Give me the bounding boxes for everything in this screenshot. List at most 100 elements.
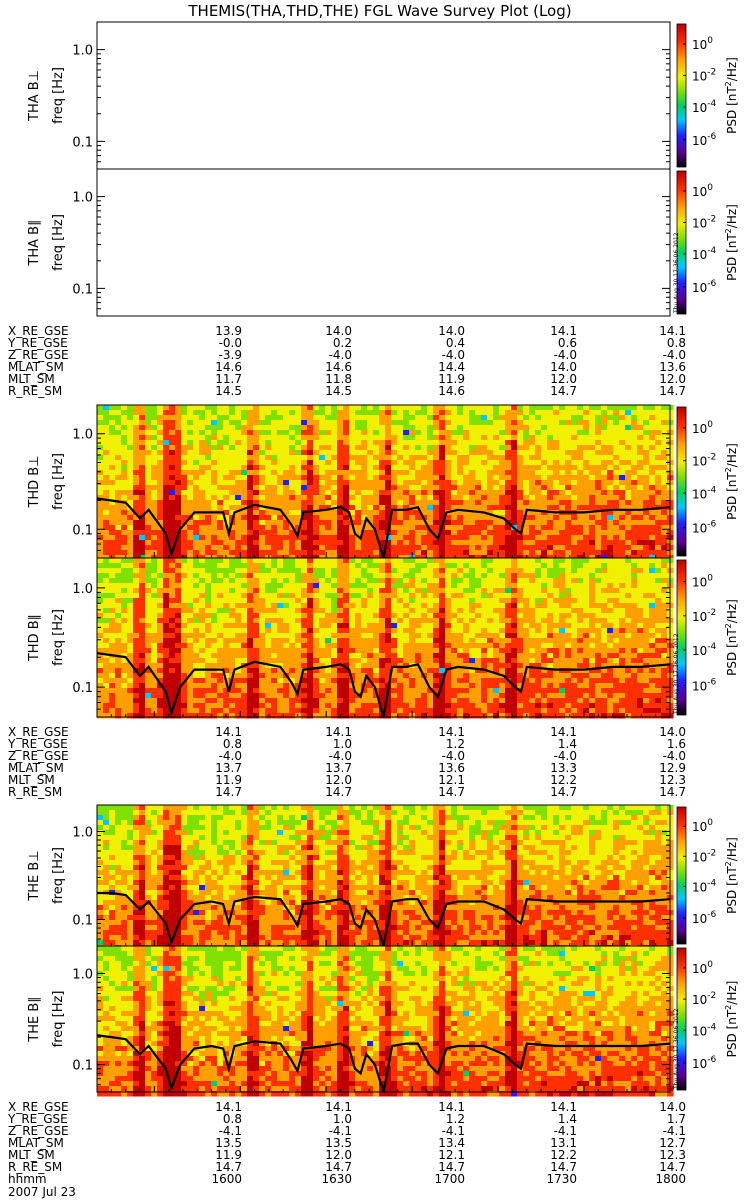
spectrogram-cell — [175, 415, 182, 421]
spectrogram-cell — [301, 460, 308, 466]
spectrogram-cell — [577, 535, 584, 541]
spectrogram-cell — [301, 668, 308, 674]
spectrogram-cell — [247, 410, 254, 416]
spectrogram-cell — [493, 435, 500, 441]
spectrogram-cell — [427, 633, 434, 639]
spectrogram-cell — [265, 593, 272, 599]
spectrogram-cell — [247, 405, 254, 411]
spectrogram-cell — [385, 420, 392, 426]
spectrogram-cell — [157, 618, 164, 624]
spectrogram-cell — [223, 495, 230, 501]
spectrogram-cell — [223, 405, 230, 411]
y-tick-label: 1.0 — [72, 191, 93, 206]
spectrogram-cell — [433, 415, 440, 421]
spectrogram-cell — [427, 525, 434, 531]
spectrogram-cell — [631, 485, 638, 491]
spectrogram-cell — [193, 713, 200, 719]
spectrogram-cell — [211, 593, 218, 599]
spectrogram-cell — [109, 470, 116, 476]
spectrogram-cell — [301, 623, 308, 629]
spectrogram-cell — [355, 593, 362, 599]
spectrogram-cell — [97, 520, 104, 526]
spectrogram-cell — [121, 653, 128, 659]
spectrogram-cell — [169, 578, 176, 584]
spectrogram-cell — [427, 623, 434, 629]
spectrogram-cell — [517, 405, 524, 411]
spectrogram-cell — [313, 693, 320, 699]
spectrogram-cell — [589, 435, 596, 441]
spectrogram-cell — [109, 490, 116, 496]
spectrogram-cell — [583, 540, 590, 546]
spectrogram-cell — [127, 673, 134, 679]
spectrogram-cell — [391, 475, 398, 481]
spectrogram-cell — [583, 450, 590, 456]
spectrogram-cell — [151, 593, 158, 599]
spectrogram-cell — [247, 608, 254, 614]
spectrogram-cell — [373, 415, 380, 421]
spectrogram-cell — [661, 480, 668, 486]
spectrogram-cell — [331, 653, 338, 659]
spectrogram-cell — [127, 445, 134, 451]
spectrogram-cell — [181, 545, 188, 551]
spectrogram-cell — [127, 510, 134, 516]
spectrogram-cell — [361, 505, 368, 511]
spectrogram-cell — [301, 588, 308, 594]
spectrogram-cell — [109, 435, 116, 441]
spectrogram-cell — [97, 490, 104, 496]
spectrogram-cell — [181, 420, 188, 426]
spectrogram-cell — [217, 425, 224, 431]
spectrogram-cell — [175, 540, 182, 546]
spectrogram-cell — [301, 545, 308, 551]
spectrogram-cell — [295, 550, 302, 556]
gyrofrequency-line — [96, 497, 671, 559]
spectrogram-cell — [109, 683, 116, 689]
spectrogram-cell — [313, 510, 320, 516]
spectrogram-cell — [427, 495, 434, 501]
spectrogram-cell — [421, 430, 428, 436]
spectrogram-cell — [199, 643, 206, 649]
spectrogram-cell — [649, 475, 656, 481]
spectrogram-cell — [331, 535, 338, 541]
spectrogram-cell — [397, 658, 404, 664]
spectrogram-cell — [343, 460, 350, 466]
spectrogram-cell — [307, 603, 314, 609]
spectrogram-cell — [391, 490, 398, 496]
spectrogram-cell — [337, 658, 344, 664]
spectrogram-cell — [625, 415, 632, 421]
spectrogram-cell — [157, 460, 164, 466]
spectrogram-cell — [463, 415, 470, 421]
spectrogram-cell — [487, 475, 494, 481]
spectrogram-cell — [625, 500, 632, 506]
spectrogram-cell — [133, 500, 140, 506]
spectrogram-cell — [265, 623, 272, 629]
spectrogram-cell — [139, 485, 146, 491]
spectrogram-cell — [349, 445, 356, 451]
spectrogram-cell — [235, 633, 242, 639]
spectrogram-cell — [103, 420, 110, 426]
spectrogram-cell — [307, 515, 314, 521]
spectrogram-cell — [505, 410, 512, 416]
spectrogram-cell — [433, 550, 440, 556]
spectrogram-cell — [217, 578, 224, 584]
spectrogram-cell — [391, 583, 398, 589]
spectrogram-cell — [469, 435, 476, 441]
spectrogram-cell — [631, 470, 638, 476]
spectrogram-cell — [463, 425, 470, 431]
spectrogram-cell — [151, 530, 158, 536]
spectrogram-cell — [367, 445, 374, 451]
spectrogram-cell — [199, 430, 206, 436]
spectrogram-cell — [553, 480, 560, 486]
spectrogram-cell — [637, 510, 644, 516]
spectrogram-cell — [583, 410, 590, 416]
spectrogram-cell — [385, 495, 392, 501]
spectrogram-cell — [151, 540, 158, 546]
colorbar-tick-label: 10-4 — [692, 99, 717, 115]
spectrogram-cell — [289, 698, 296, 704]
spectrogram-cell — [235, 445, 242, 451]
spectrogram-cell — [379, 683, 386, 689]
spectrogram-cell — [649, 510, 656, 516]
spectrogram-cell — [277, 688, 284, 694]
spectrogram-cell — [103, 540, 110, 546]
spectrogram-cell — [529, 520, 536, 526]
